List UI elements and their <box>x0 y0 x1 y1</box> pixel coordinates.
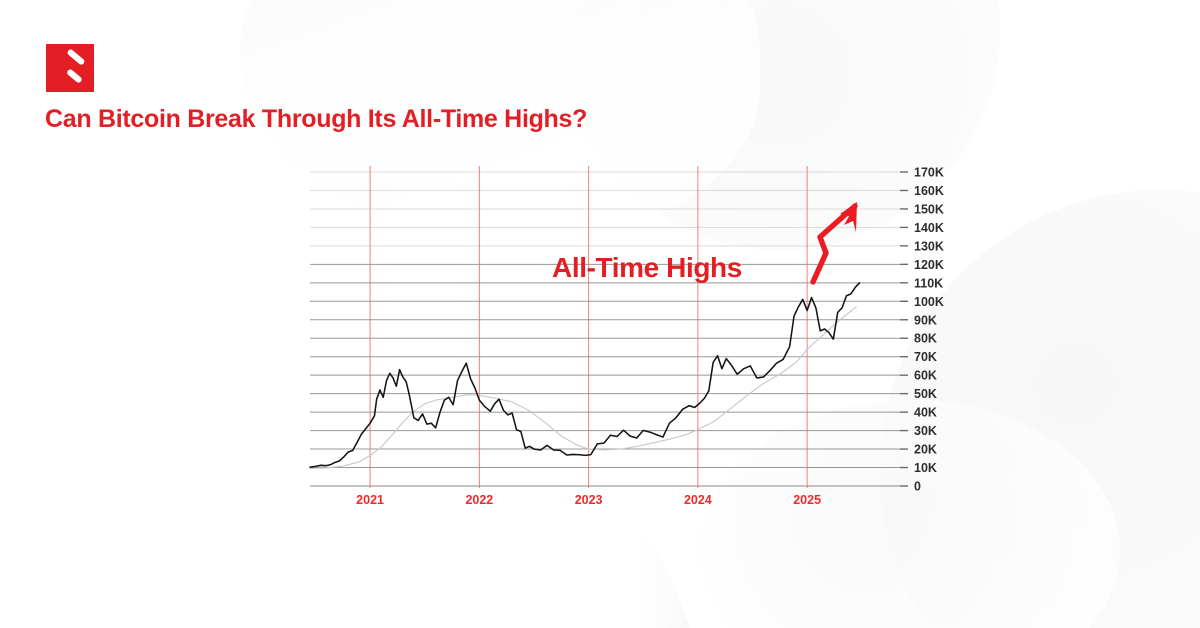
svg-text:2021: 2021 <box>356 493 384 507</box>
svg-text:130K: 130K <box>914 239 944 253</box>
svg-text:2022: 2022 <box>465 493 493 507</box>
svg-text:10K: 10K <box>914 461 937 475</box>
svg-text:170K: 170K <box>914 166 944 180</box>
svg-text:2024: 2024 <box>684 493 712 507</box>
chart-x-axis-labels: 2021 2022 2023 2024 2025 <box>356 493 821 507</box>
svg-text:160K: 160K <box>914 184 944 198</box>
svg-text:40K: 40K <box>914 406 937 420</box>
svg-text:80K: 80K <box>914 332 937 346</box>
svg-text:140K: 140K <box>914 221 944 235</box>
svg-text:100K: 100K <box>914 295 944 309</box>
svg-text:50K: 50K <box>914 387 937 401</box>
svg-text:30K: 30K <box>914 424 937 438</box>
chart-y-axis-labels: 170K 160K 150K 140K 130K 120K 110K 100K 90K 80K 70… <box>914 166 944 494</box>
upward-trend-arrow-icon <box>810 202 858 285</box>
page-title: Can Bitcoin Break Through Its All-Time H… <box>45 105 588 133</box>
all-time-highs-annotation: All-Time Highs <box>552 252 742 283</box>
svg-text:60K: 60K <box>914 369 937 383</box>
svg-text:20K: 20K <box>914 443 937 457</box>
chart-year-lines <box>369 166 808 488</box>
svg-text:150K: 150K <box>914 202 944 216</box>
svg-text:2023: 2023 <box>575 493 603 507</box>
svg-text:2025: 2025 <box>793 493 821 507</box>
chart-y-ticks <box>900 171 908 487</box>
chart-gridlines <box>310 171 900 469</box>
svg-text:110K: 110K <box>914 276 943 290</box>
moving-average-line <box>309 306 857 470</box>
svg-text:120K: 120K <box>914 258 944 272</box>
svg-text:70K: 70K <box>914 350 937 364</box>
document-pen-logo-icon <box>46 44 94 92</box>
svg-text:0: 0 <box>914 480 921 494</box>
svg-text:90K: 90K <box>914 313 937 327</box>
